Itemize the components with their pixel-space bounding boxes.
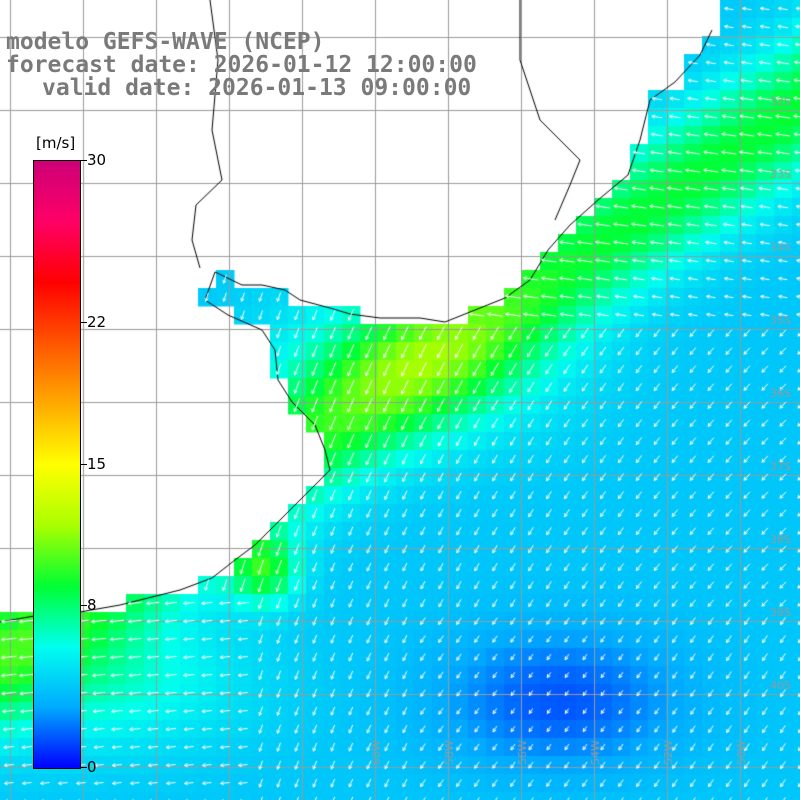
model-title: modelo GEFS-WAVE (NCEP) (6, 29, 325, 55)
forecast-date: forecast date: 2026-01-12 12:00:00 (6, 52, 477, 78)
colorbar-tick-label: 8 (87, 596, 97, 615)
colorbar-tick-mark (81, 160, 87, 161)
colorbar-tick-label: 15 (87, 454, 107, 473)
colorbar-tick-mark (81, 767, 87, 768)
colorbar-tick-mark (81, 463, 87, 465)
colorbar-tick-label: 30 (87, 151, 107, 169)
colorbar-unit: [m/s] (36, 134, 76, 152)
colorbar (33, 160, 81, 769)
colorbar-tick-mark (81, 321, 87, 323)
colorbar-tick-mark (81, 605, 87, 607)
colorbar-tick-label: 22 (87, 312, 107, 331)
valid-date: valid date: 2026-01-13 09:00:00 (42, 75, 472, 101)
colorbar-tick-label: 0 (87, 758, 97, 776)
